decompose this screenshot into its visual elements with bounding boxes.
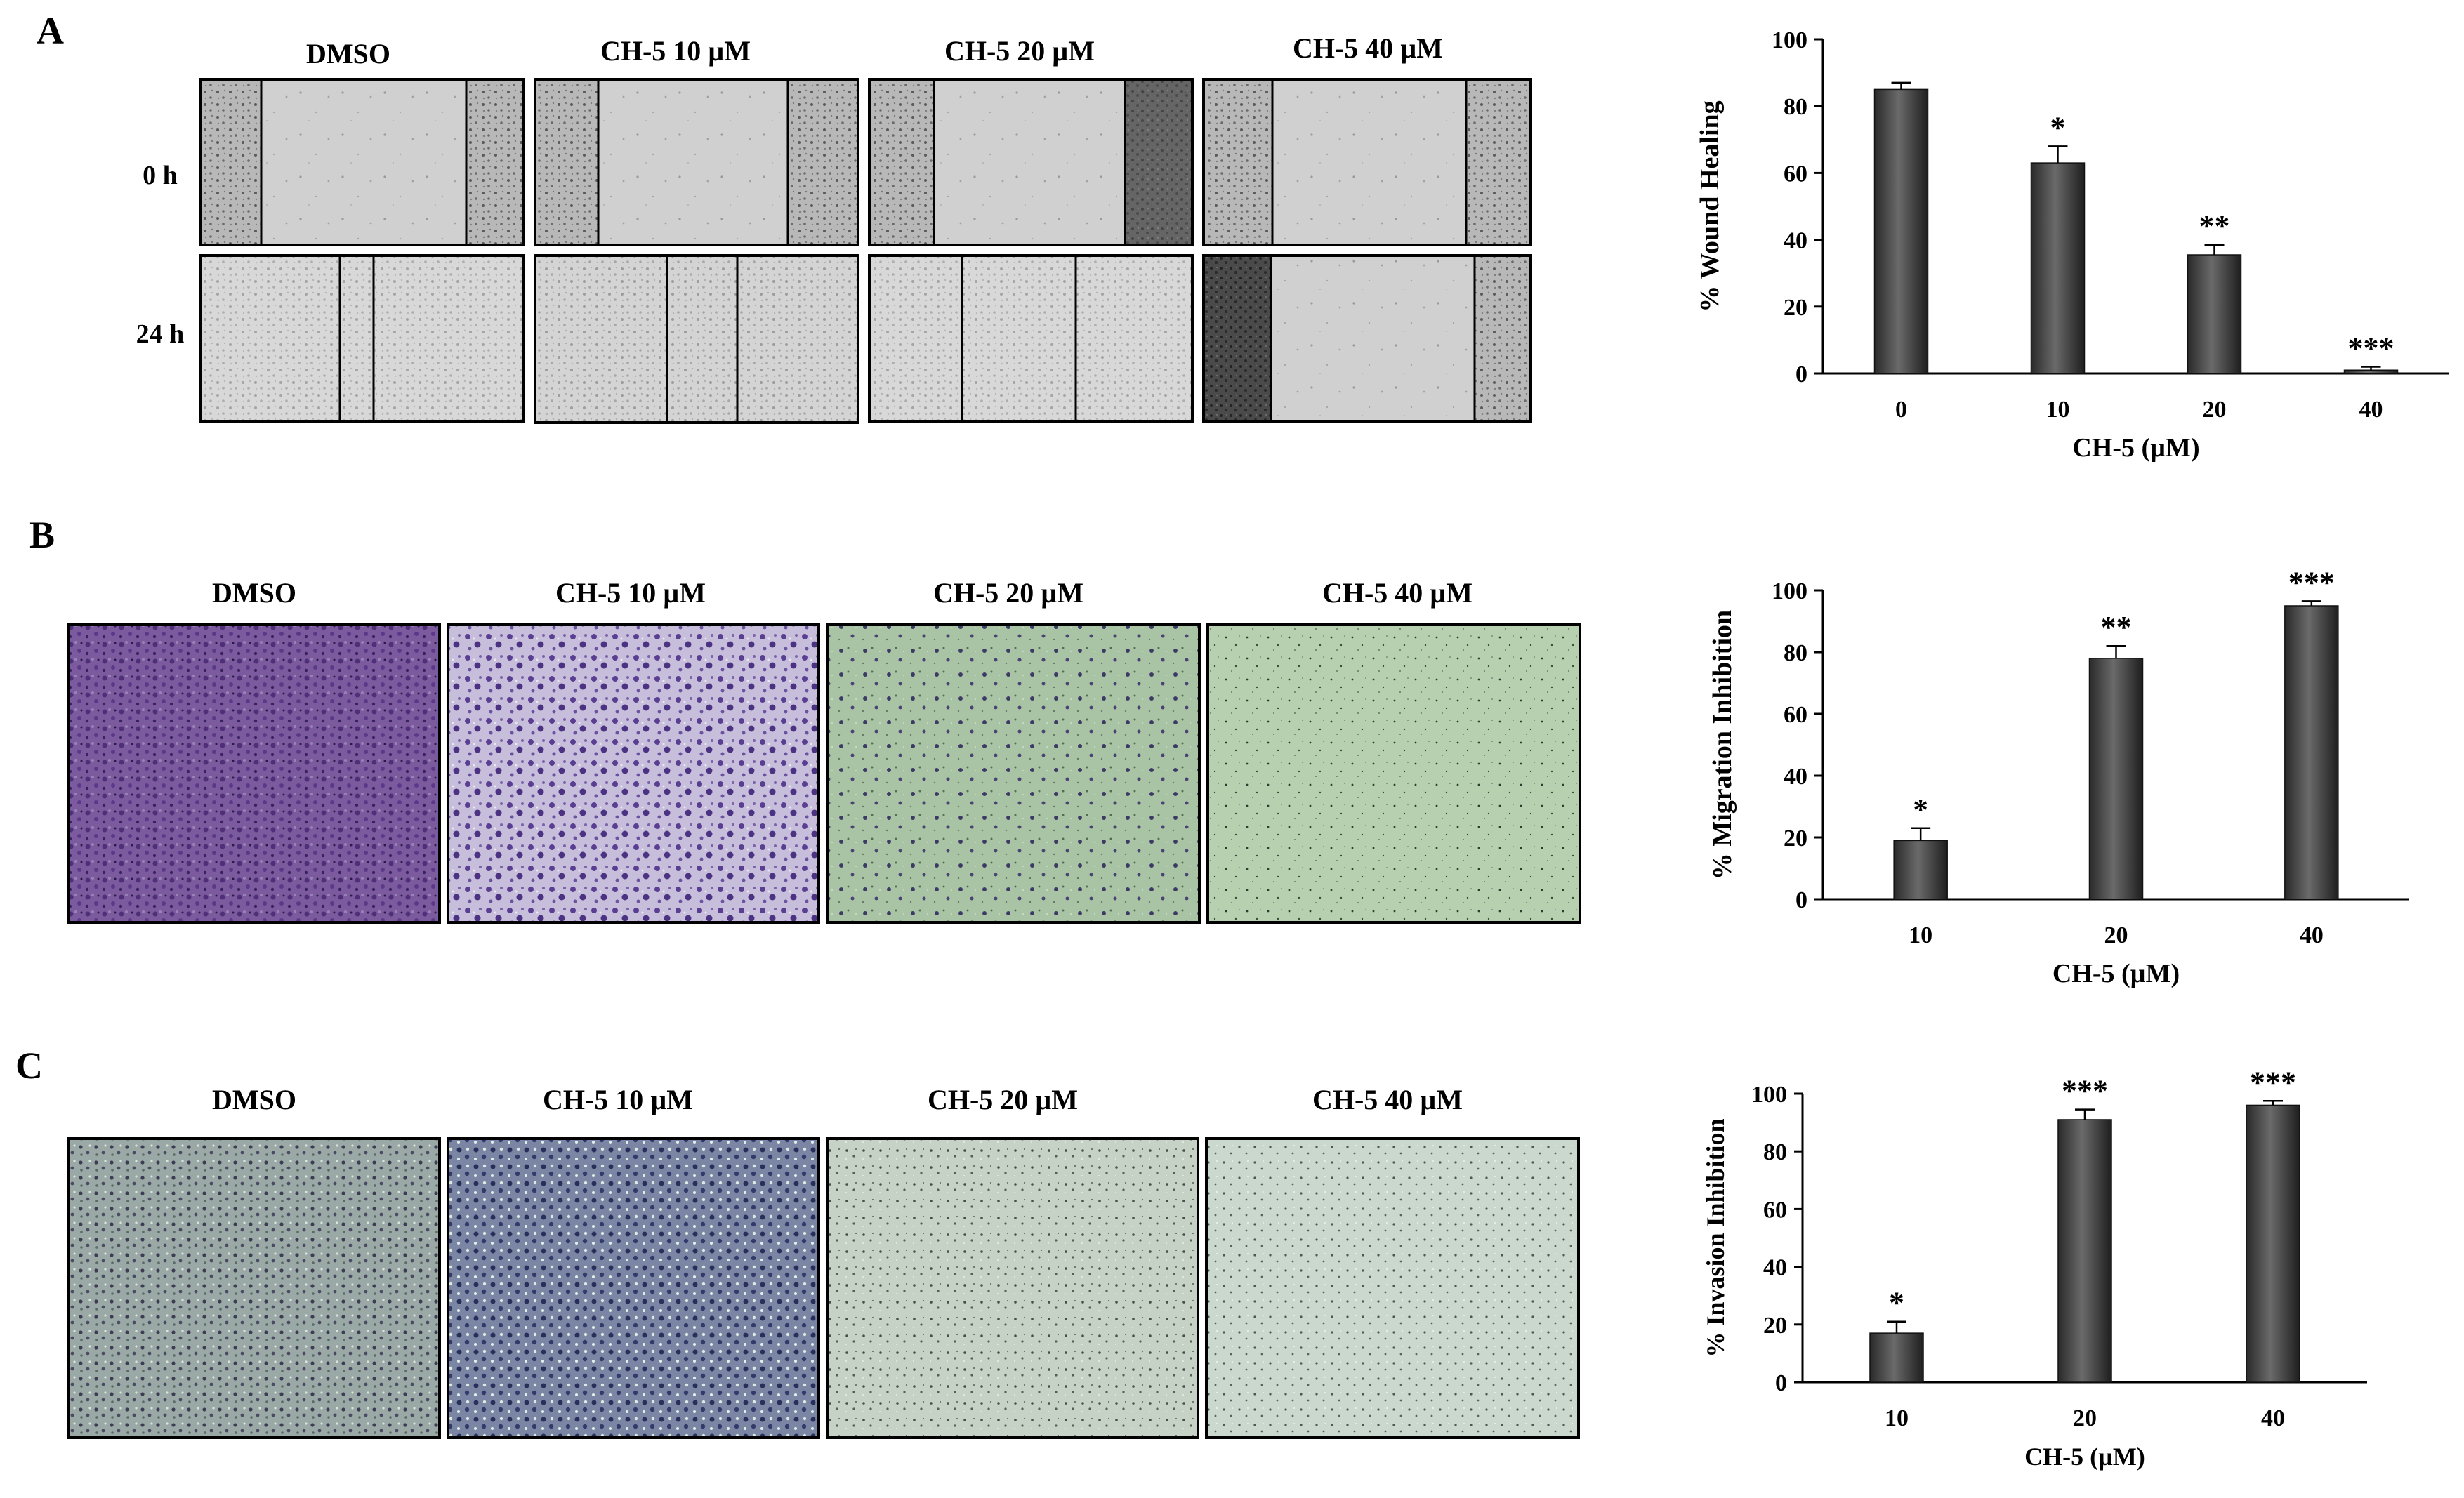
header-dmso: DMSO bbox=[306, 38, 390, 69]
y-tick-label: 60 bbox=[1784, 161, 1807, 187]
y-tick-label: 100 bbox=[1751, 1082, 1787, 1108]
header-ch5-20: CH-5 20 µM bbox=[928, 1084, 1078, 1115]
y-tick-label: 20 bbox=[1784, 826, 1807, 851]
migration-image-ch5-20 bbox=[826, 623, 1201, 924]
panel-c-headers: DMSO CH-5 10 µM CH-5 20 µM CH-5 40 µM bbox=[212, 1084, 1463, 1115]
invasion-image-ch5-40 bbox=[1205, 1137, 1580, 1439]
panel-a-row-labels: 0 h 24 h bbox=[136, 161, 185, 349]
header-ch5-20: CH-5 20 µM bbox=[944, 35, 1095, 67]
significance-mark: * bbox=[2050, 110, 2066, 145]
wound-image-dmso-24h bbox=[199, 254, 525, 423]
header-ch5-40: CH-5 40 µM bbox=[1322, 577, 1473, 609]
x-tick-label: 10 bbox=[1909, 922, 1932, 948]
header-dmso: DMSO bbox=[212, 1084, 296, 1115]
y-tick-label: 0 bbox=[1796, 887, 1807, 913]
chart-invasion-inhibition: 0 20 40 60 80 100 * 10 *** 20 *** 40 CH-5 (µM) % Inva… bbox=[1701, 1065, 2367, 1471]
wound-image-dmso-0h bbox=[199, 78, 525, 246]
header-dmso: DMSO bbox=[212, 577, 296, 609]
y-tick-label: 100 bbox=[1772, 27, 1807, 53]
significance-mark: *** bbox=[2250, 1065, 2296, 1099]
migration-image-ch5-40 bbox=[1206, 623, 1581, 924]
bar bbox=[2343, 369, 2399, 374]
bar bbox=[2088, 658, 2144, 900]
x-tick-label: 10 bbox=[2046, 397, 2070, 423]
wound-image-ch5-20-24h bbox=[868, 254, 1194, 423]
bar bbox=[1873, 88, 1929, 374]
wound-image-ch5-10-0h bbox=[534, 78, 859, 246]
significance-mark: * bbox=[1889, 1286, 1904, 1320]
significance-mark: *** bbox=[2062, 1074, 2108, 1108]
y-axis-label: % Migration Inhibition bbox=[1708, 610, 1737, 880]
wound-image-ch5-40-24h bbox=[1202, 254, 1532, 423]
x-tick-label: 40 bbox=[2359, 397, 2383, 423]
bar bbox=[2187, 254, 2242, 374]
invasion-image-dmso bbox=[67, 1137, 441, 1439]
significance-mark: ** bbox=[2101, 610, 2132, 644]
x-tick-label: 20 bbox=[2104, 922, 2128, 948]
wound-image-ch5-40-0h bbox=[1202, 78, 1532, 246]
migration-image-dmso bbox=[67, 623, 441, 924]
significance-mark: * bbox=[1913, 793, 1928, 827]
header-ch5-10: CH-5 10 µM bbox=[555, 577, 706, 609]
row-label-0h: 0 h bbox=[143, 161, 178, 190]
x-tick-label: 10 bbox=[1885, 1405, 1909, 1431]
wound-image-ch5-20-0h bbox=[868, 78, 1194, 246]
y-axis-label: % Invasion Inhibition bbox=[1701, 1118, 1730, 1357]
invasion-image-ch5-20 bbox=[826, 1137, 1199, 1439]
x-tick-label: 0 bbox=[1895, 397, 1907, 423]
panel-letter-c: C bbox=[15, 1045, 43, 1087]
bar bbox=[1893, 840, 1948, 900]
invasion-image-ch5-10 bbox=[447, 1137, 820, 1439]
panel-letter-b: B bbox=[29, 514, 55, 556]
y-tick-label: 100 bbox=[1772, 578, 1807, 604]
x-tick-label: 40 bbox=[2300, 922, 2324, 948]
header-ch5-10: CH-5 10 µM bbox=[600, 35, 751, 67]
migration-image-row bbox=[67, 623, 1581, 924]
chart-wound-healing: 0 20 40 60 80 100 0 * 10 ** 20 *** 40 CH-5 (µM) % Woun… bbox=[1695, 27, 2449, 463]
x-axis-label: CH-5 (µM) bbox=[2053, 959, 2180, 988]
significance-mark: *** bbox=[2348, 331, 2394, 365]
y-tick-label: 40 bbox=[1784, 228, 1807, 254]
y-tick-label: 20 bbox=[1784, 295, 1807, 321]
y-tick-label: 0 bbox=[1775, 1370, 1787, 1396]
significance-mark: *** bbox=[2288, 565, 2335, 599]
bar bbox=[2057, 1119, 2112, 1383]
y-tick-label: 40 bbox=[1763, 1255, 1787, 1281]
panel-a-headers: DMSO CH-5 10 µM CH-5 20 µM CH-5 40 µM bbox=[306, 32, 1443, 69]
header-ch5-40: CH-5 40 µM bbox=[1312, 1084, 1463, 1115]
y-axis-label: % Wound Healing bbox=[1695, 100, 1725, 312]
bar bbox=[1869, 1332, 1924, 1383]
bar bbox=[2246, 1104, 2300, 1383]
y-tick-label: 80 bbox=[1784, 640, 1807, 666]
bar bbox=[2030, 162, 2086, 374]
x-tick-label: 20 bbox=[2203, 397, 2227, 423]
y-tick-label: 80 bbox=[1784, 94, 1807, 120]
x-axis-label: CH-5 (µM) bbox=[2072, 433, 2199, 463]
y-tick-label: 20 bbox=[1763, 1313, 1787, 1339]
significance-mark: ** bbox=[2199, 209, 2230, 244]
chart-migration-inhibition: 0 20 40 60 80 100 * 10 ** 20 *** 40 CH-5 (µM) % Migra… bbox=[1708, 565, 2409, 988]
x-tick-label: 20 bbox=[2073, 1405, 2097, 1431]
x-axis-label: CH-5 (µM) bbox=[2024, 1443, 2145, 1471]
bar bbox=[2284, 605, 2339, 900]
wound-image-grid bbox=[199, 78, 1532, 424]
invasion-image-row bbox=[67, 1137, 1580, 1439]
header-ch5-20: CH-5 20 µM bbox=[933, 577, 1083, 609]
y-tick-label: 40 bbox=[1784, 764, 1807, 790]
y-tick-label: 0 bbox=[1796, 362, 1807, 387]
migration-image-ch5-10 bbox=[447, 623, 820, 924]
y-tick-label: 60 bbox=[1763, 1197, 1787, 1223]
header-ch5-10: CH-5 10 µM bbox=[543, 1084, 693, 1115]
header-ch5-40: CH-5 40 µM bbox=[1293, 32, 1443, 64]
panel-b-headers: DMSO CH-5 10 µM CH-5 20 µM CH-5 40 µM bbox=[212, 577, 1473, 609]
y-tick-label: 80 bbox=[1763, 1139, 1787, 1165]
y-tick-label: 60 bbox=[1784, 702, 1807, 728]
row-label-24h: 24 h bbox=[136, 319, 185, 349]
wound-image-ch5-10-24h bbox=[534, 254, 859, 424]
panel-letter-a: A bbox=[37, 10, 64, 52]
x-tick-label: 40 bbox=[2261, 1405, 2285, 1431]
